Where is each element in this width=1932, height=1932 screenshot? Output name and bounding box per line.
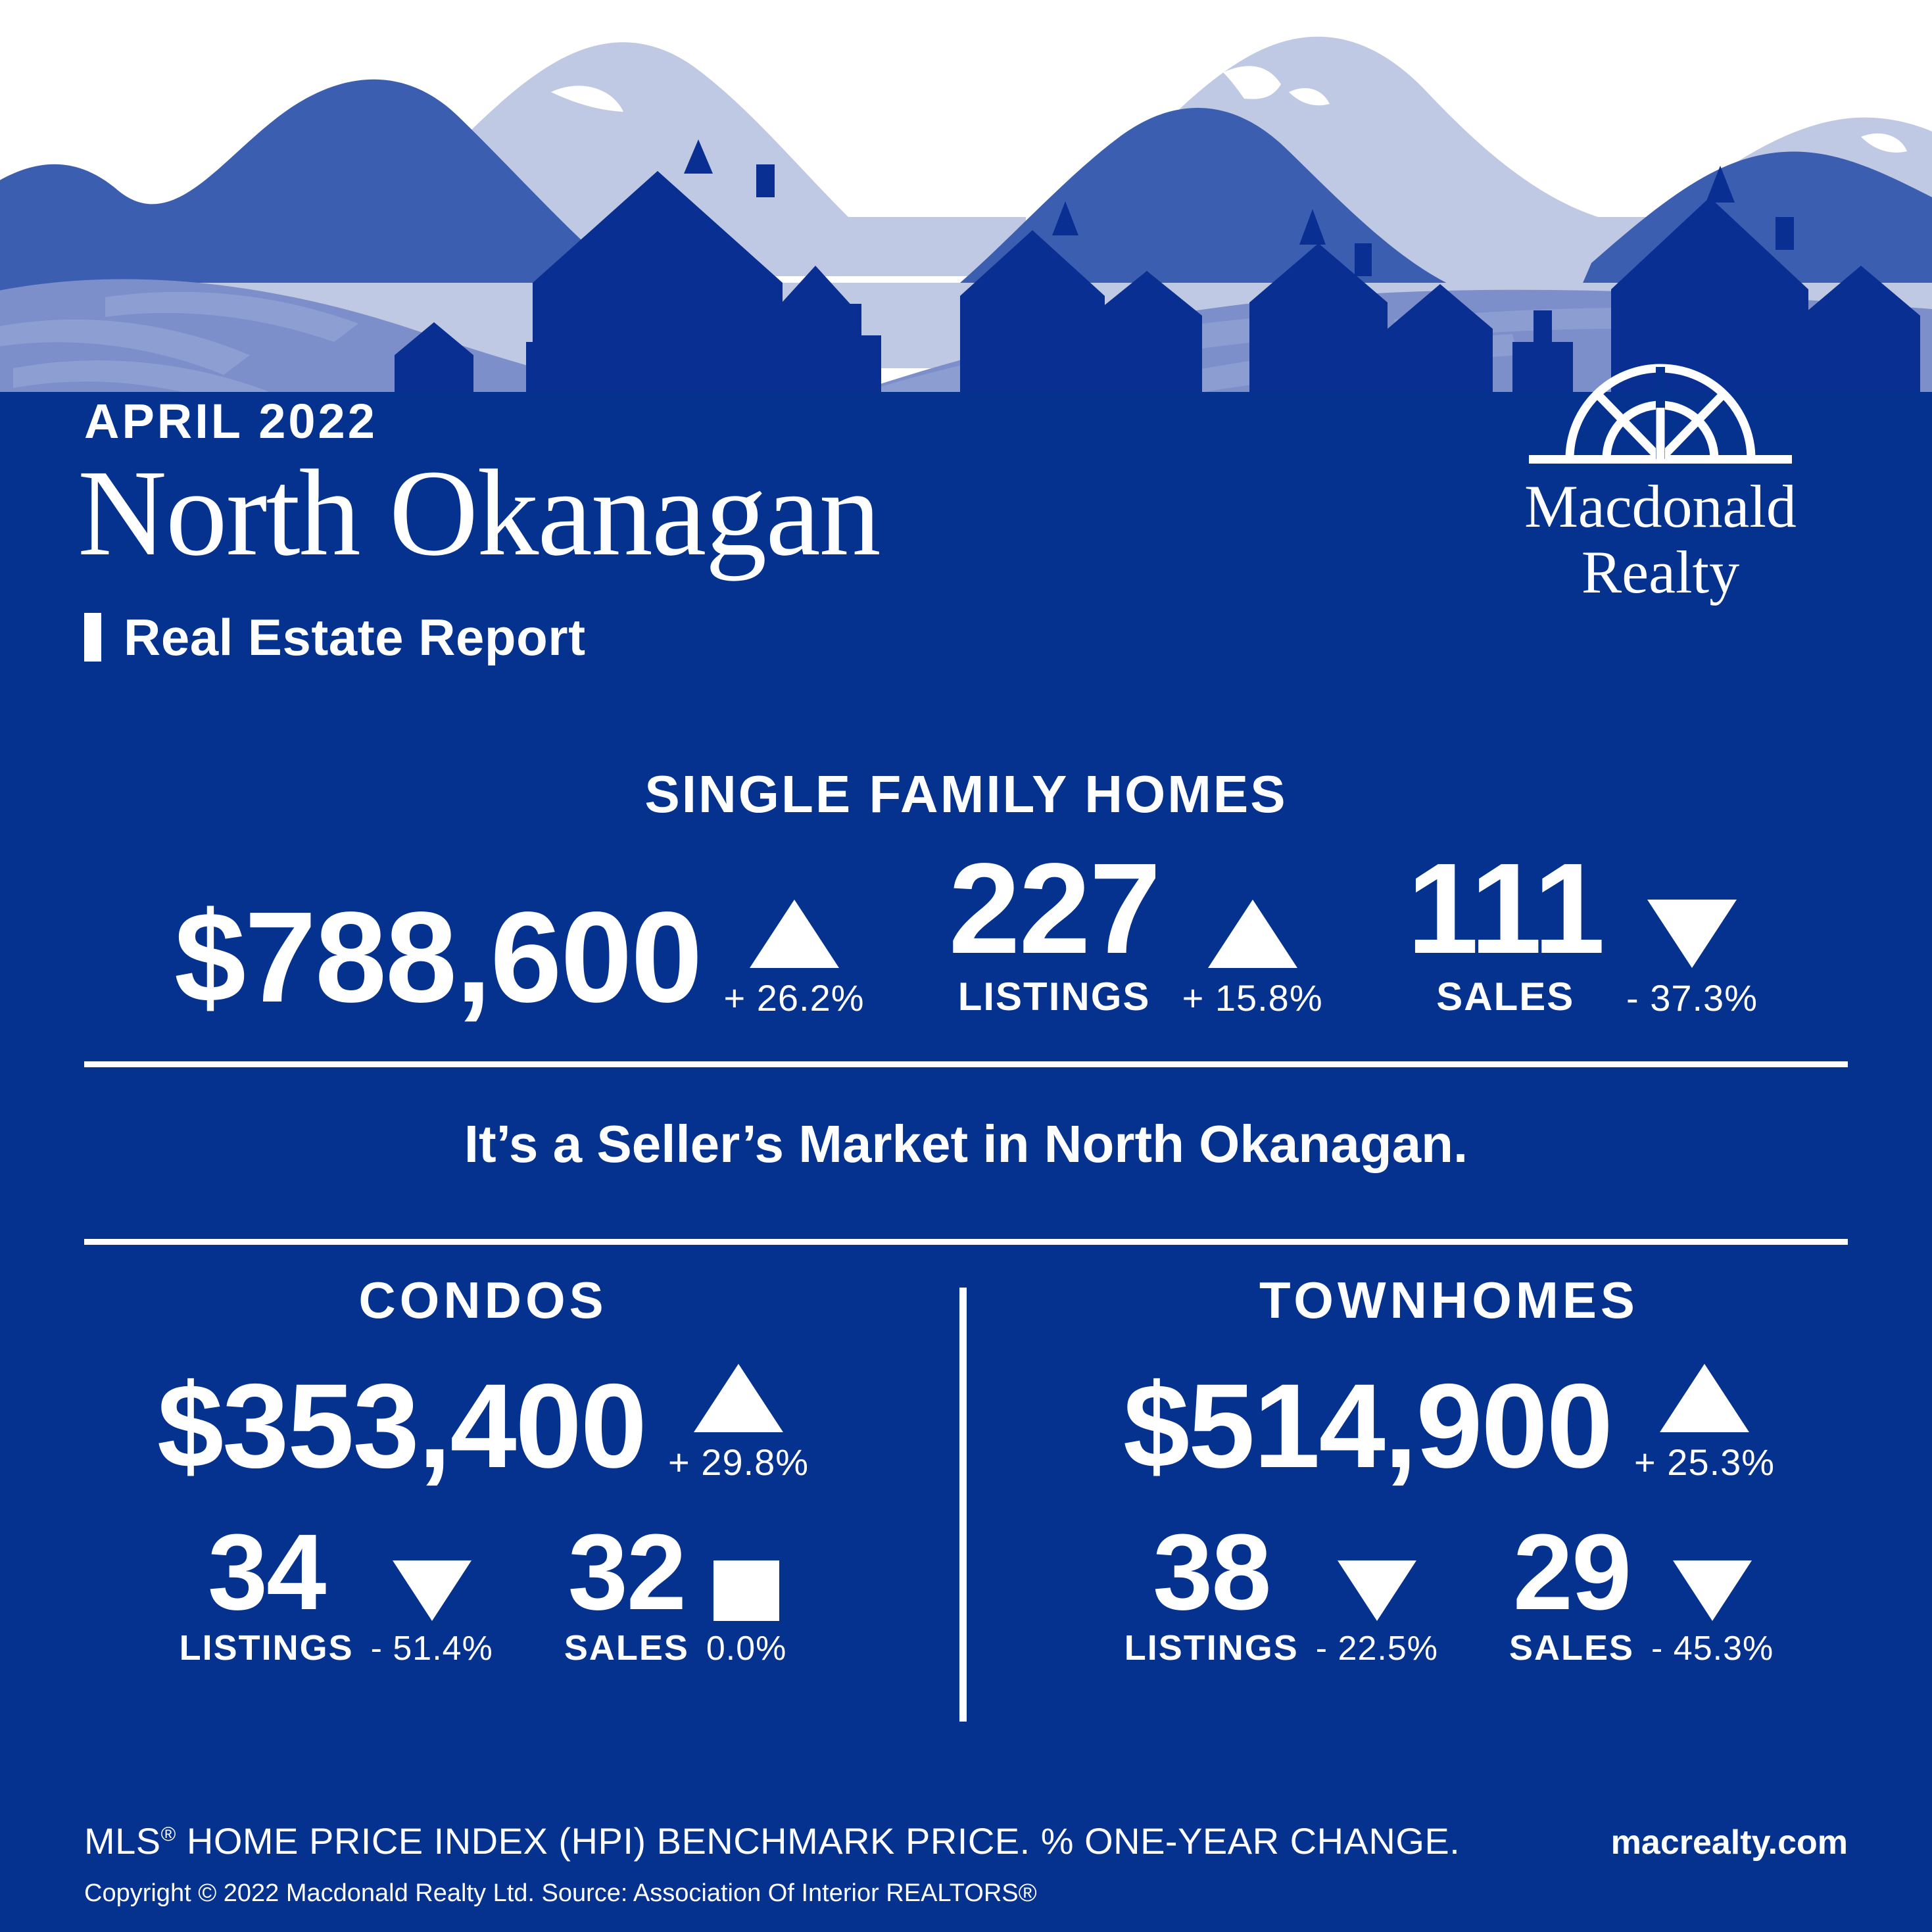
footer-note: MLS® HOME PRICE INDEX (HPI) BENCHMARK PR…: [84, 1823, 1460, 1860]
townhomes-section: TOWNHOMES $514,900 + 25.3% 38 LISTINGS -: [966, 1274, 1932, 1666]
townhomes-listings-change-group: - 22.5%: [1316, 1560, 1438, 1666]
single-family-price-change-group: + 26.2%: [723, 900, 864, 1017]
townhomes-sales-metric: 29 SALES - 45.3%: [1509, 1512, 1774, 1668]
condos-title: CONDOS: [358, 1271, 608, 1329]
townhomes-listings-value: 38: [1153, 1512, 1271, 1632]
copyright-text: Copyright © 2022 Macdonald Realty Ltd. S…: [84, 1879, 1037, 1907]
single-family-listings-metric: 227 LISTINGS + 15.8%: [948, 836, 1323, 1019]
report-month: APRIL 2022: [84, 394, 377, 448]
condos-sales-value: 32: [568, 1512, 687, 1632]
condos-listings-change: - 51.4%: [370, 1629, 493, 1668]
market-statement: It’s a Seller’s Market in North Okanagan…: [464, 1115, 1468, 1173]
arrow-up-icon: [1207, 900, 1297, 969]
townhomes-listings-metric: 38 LISTINGS - 22.5%: [1124, 1512, 1438, 1668]
arrow-up-icon: [1660, 1364, 1750, 1432]
condos-listings-value: 34: [207, 1512, 326, 1632]
condos-sales-change: 0.0%: [706, 1629, 787, 1668]
arrow-down-icon: [1647, 900, 1737, 969]
condos-price-row: $353,400 + 29.8%: [0, 1358, 966, 1493]
footer-note-post: HOME PRICE INDEX (HPI) BENCHMARK PRICE. …: [176, 1820, 1461, 1862]
arrow-down-icon: [1673, 1560, 1752, 1621]
logo-wordmark-line1: Macdonald: [1524, 473, 1797, 540]
single-family-title: SINGLE FAMILY HOMES: [644, 765, 1288, 823]
property-columns: CONDOS $353,400 + 29.8% 34 LISTINGS - 51…: [0, 1274, 1932, 1666]
townhomes-listings-label: LISTINGS: [1124, 1628, 1299, 1668]
townhomes-title: TOWNHOMES: [1259, 1271, 1639, 1329]
report-subtitle: Real Estate Report: [124, 608, 586, 666]
single-family-price: $788,600: [174, 885, 702, 1029]
divider-bottom: [84, 1239, 1848, 1245]
divider-top: [84, 1061, 1848, 1067]
arrow-up-icon: [749, 900, 839, 969]
condos-listings-change-group: - 51.4%: [371, 1560, 493, 1666]
single-family-section: SINGLE FAMILY HOMES $788,600 + 26.2% 227…: [0, 765, 1932, 1029]
arrow-down-icon: [392, 1560, 471, 1621]
mountain-landscape-illustration: [0, 0, 1932, 421]
website-link[interactable]: macrealty.com: [1610, 1823, 1848, 1862]
townhomes-price: $514,900: [1123, 1358, 1613, 1493]
flat-square-icon: [713, 1560, 780, 1621]
single-family-sales-change-group: - 37.3%: [1626, 900, 1758, 1017]
townhomes-sales-change-group: - 45.3%: [1651, 1560, 1774, 1666]
single-family-sales-label: SALES: [1436, 975, 1575, 1019]
report-subtitle-row: Real Estate Report: [84, 612, 586, 663]
townhomes-listings-change: - 22.5%: [1315, 1629, 1438, 1668]
single-family-metrics-row: $788,600 + 26.2% 227 LISTINGS + 15.8%: [0, 836, 1932, 1029]
single-family-price-metric: $788,600 + 26.2%: [174, 885, 865, 1029]
arch-fan-logo-icon: [1529, 364, 1792, 464]
condos-listings-label: LISTINGS: [179, 1628, 354, 1668]
townhomes-price-change-group: + 25.3%: [1634, 1364, 1775, 1481]
condos-price-change-group: + 29.8%: [668, 1364, 809, 1481]
townhomes-price-row: $514,900 + 25.3%: [966, 1358, 1932, 1493]
column-divider: [959, 1288, 967, 1722]
registered-mark-icon: ®: [160, 1822, 176, 1846]
logo-wordmark-line2: Realty: [1581, 538, 1740, 606]
single-family-listings-change: + 15.8%: [1182, 977, 1323, 1019]
condos-price: $353,400: [157, 1358, 647, 1493]
single-family-sales-metric: 111 SALES - 37.3%: [1407, 836, 1758, 1019]
arrow-down-icon: [1337, 1560, 1416, 1621]
townhomes-sales-value: 29: [1512, 1512, 1631, 1632]
brand-logo: Macdonald Realty: [1506, 347, 1815, 604]
condos-sales-change-group: 0.0%: [706, 1560, 787, 1666]
condos-price-change: + 29.8%: [668, 1441, 809, 1483]
single-family-listings-change-group: + 15.8%: [1182, 900, 1323, 1017]
single-family-listings-label: LISTINGS: [957, 975, 1151, 1019]
townhomes-counts-row: 38 LISTINGS - 22.5% 29 SALES -: [966, 1512, 1932, 1668]
condos-sales-metric: 32 SALES 0.0%: [564, 1512, 787, 1668]
single-family-listings-value: 227: [948, 836, 1161, 980]
accent-bar-icon: [84, 613, 101, 662]
single-family-sales-change: - 37.3%: [1626, 977, 1758, 1019]
page-title: North Okanagan: [78, 444, 881, 581]
townhomes-price-change: + 25.3%: [1634, 1441, 1775, 1483]
condos-sales-label: SALES: [564, 1628, 689, 1668]
townhomes-sales-change: - 45.3%: [1651, 1629, 1774, 1668]
townhomes-sales-label: SALES: [1509, 1628, 1635, 1668]
arrow-up-icon: [694, 1364, 784, 1432]
single-family-price-change: + 26.2%: [723, 977, 865, 1019]
footer-note-pre: MLS: [84, 1820, 161, 1862]
condos-counts-row: 34 LISTINGS - 51.4% 32 SALES 0: [0, 1512, 966, 1668]
condos-section: CONDOS $353,400 + 29.8% 34 LISTINGS - 51…: [0, 1274, 966, 1666]
condos-listings-metric: 34 LISTINGS - 51.4%: [179, 1512, 493, 1668]
single-family-sales-value: 111: [1407, 836, 1605, 980]
